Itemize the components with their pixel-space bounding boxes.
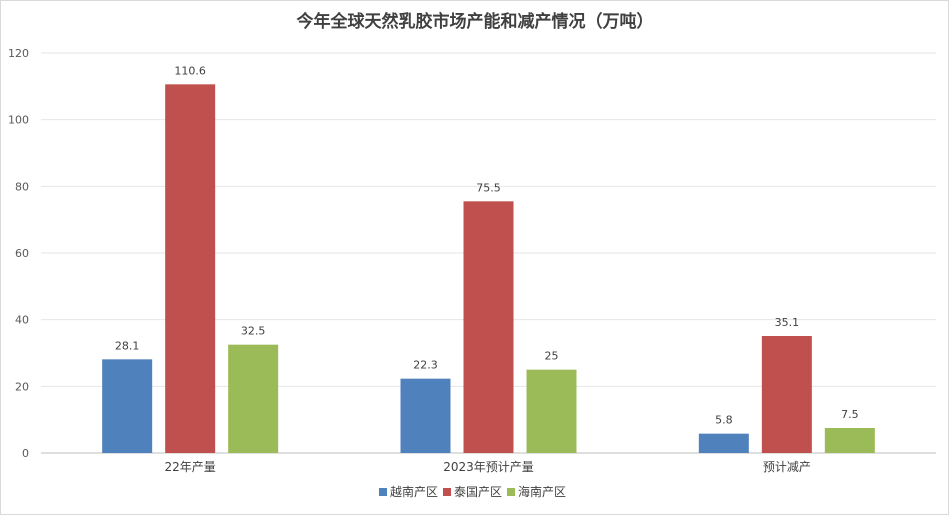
data-label: 110.6 xyxy=(174,64,206,77)
data-label: 32.5 xyxy=(241,325,266,338)
data-label: 25 xyxy=(545,350,559,363)
legend-label: 越南产区 xyxy=(390,484,438,499)
y-tick-label: 20 xyxy=(15,380,29,393)
x-category-label: 预计减产 xyxy=(763,460,811,474)
bar xyxy=(228,344,279,453)
x-category-label: 2023年预计产量 xyxy=(443,460,534,474)
y-tick-label: 80 xyxy=(15,180,29,193)
data-label: 75.5 xyxy=(476,181,501,194)
data-label: 5.8 xyxy=(715,414,733,427)
bar xyxy=(526,369,577,453)
y-axis-ticks: 0 20 40 60 80 100 120 xyxy=(8,47,29,460)
y-tick-label: 60 xyxy=(15,247,29,260)
data-label: 7.5 xyxy=(841,408,859,421)
bar xyxy=(165,84,216,453)
bar xyxy=(761,336,812,453)
legend-swatch xyxy=(507,488,515,496)
data-label: 28.1 xyxy=(115,339,140,352)
bar xyxy=(824,428,875,453)
y-tick-label: 0 xyxy=(22,447,29,460)
legend-swatch xyxy=(379,488,387,496)
chart-title: 今年全球天然乳胶市场产能和减产情况（万吨） xyxy=(297,11,654,32)
data-labels: 28.1 110.6 32.5 22.3 75.5 25 5.8 35.1 7.5 xyxy=(115,64,859,426)
legend-label: 海南产区 xyxy=(518,484,566,499)
legend: 越南产区 泰国产区 海南产区 xyxy=(379,484,566,499)
bar xyxy=(463,201,514,453)
x-axis-categories: 22年产量 2023年预计产量 预计减产 xyxy=(165,460,811,474)
data-label: 22.3 xyxy=(413,359,438,372)
bar xyxy=(400,378,451,453)
bar xyxy=(102,359,153,453)
legend-label: 泰国产区 xyxy=(454,485,502,499)
y-tick-label: 100 xyxy=(8,114,29,127)
x-category-label: 22年产量 xyxy=(165,460,216,474)
bar xyxy=(698,433,749,453)
legend-swatch xyxy=(443,488,451,496)
bars xyxy=(102,84,875,453)
data-label: 35.1 xyxy=(775,316,800,329)
y-tick-label: 120 xyxy=(8,47,29,60)
y-tick-label: 40 xyxy=(15,314,29,327)
